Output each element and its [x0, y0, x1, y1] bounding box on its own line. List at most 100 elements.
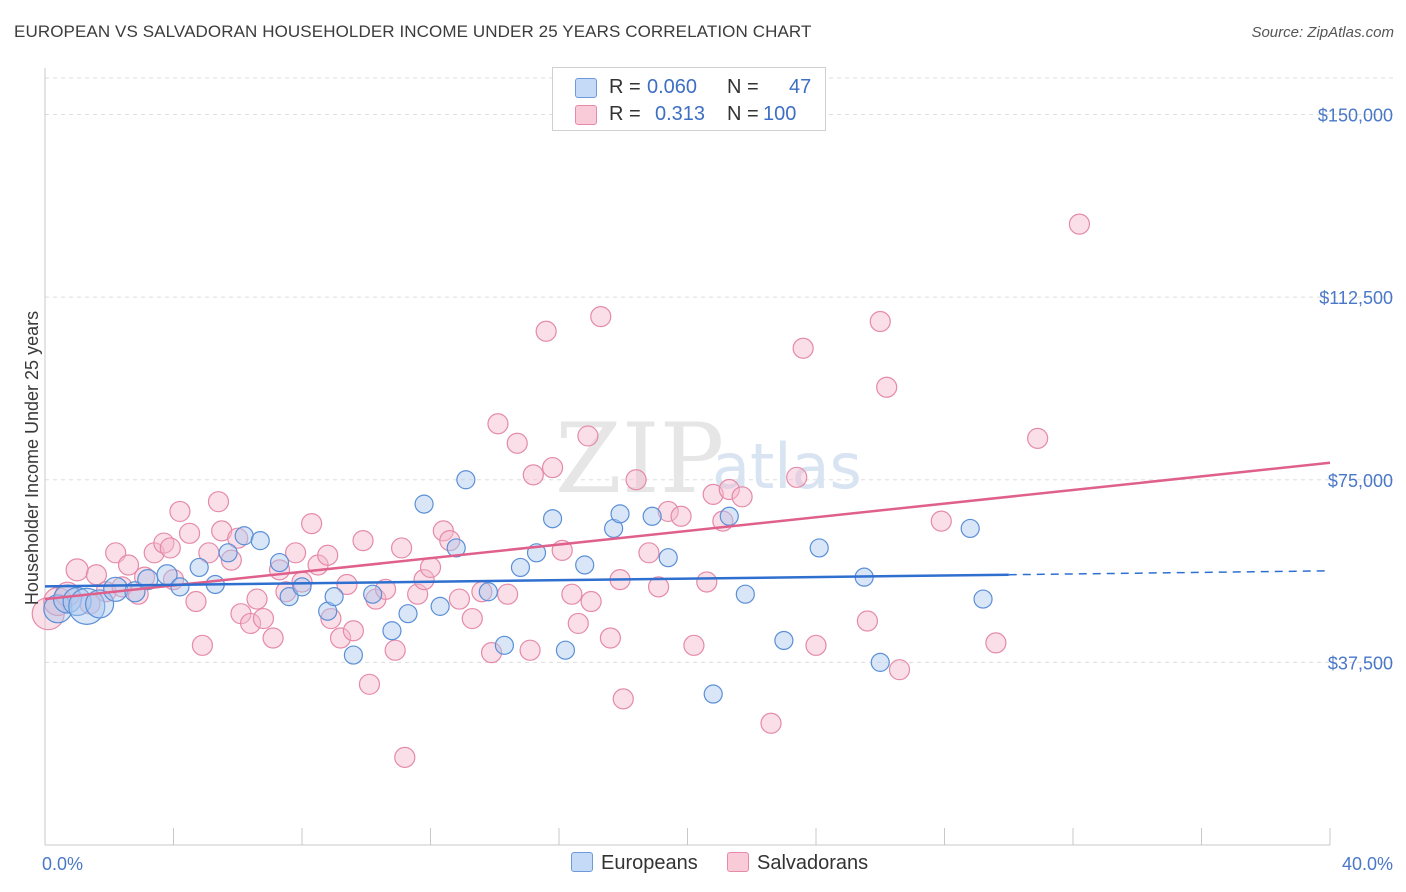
salvadoran-point: [760, 712, 782, 734]
salvadoran-point: [358, 673, 381, 695]
salvadoran-point: [541, 456, 564, 479]
chart-title: EUROPEAN VS SALVADORAN HOUSEHOLDER INCOM…: [14, 22, 812, 41]
x-tick-label: 0.0%: [42, 854, 83, 874]
european-point: [703, 684, 723, 704]
salvadoran-point: [519, 639, 541, 661]
watermark-atlas: atlas: [712, 430, 862, 503]
salvadoran-point: [683, 634, 705, 656]
salvadoran-point: [567, 612, 589, 635]
european-point: [103, 576, 129, 602]
salvadoran-point: [207, 491, 230, 513]
y-tick-label: $37,500: [1328, 653, 1393, 673]
salvadoran-point: [105, 542, 127, 564]
salvadoran-point: [480, 642, 503, 664]
legend-r-value: 0.313: [655, 103, 706, 125]
european-point: [510, 557, 531, 578]
salvadoran-point: [577, 425, 599, 447]
salvadoran-point: [985, 632, 1007, 654]
europeans-points: [43, 470, 993, 704]
salvadoran-point: [390, 537, 413, 559]
european-point: [494, 635, 514, 655]
european-point: [382, 621, 402, 641]
europeans-trend-line: [44, 573, 1009, 588]
legend-n-value: 100: [763, 103, 797, 125]
european-point: [234, 526, 254, 546]
salvadorans-points: [31, 213, 1091, 768]
stats-legend: R = 0.060 N = 47 R = 0.313 N = 100: [552, 67, 826, 131]
salvadoran-point: [718, 478, 740, 501]
salvadorans-trend-line: [44, 461, 1331, 601]
european-point: [279, 587, 299, 607]
salvadoran-point: [561, 583, 583, 605]
watermark: ZIP atlas: [555, 403, 862, 515]
bottom-legend-salvadorans: Salvadorans: [727, 852, 868, 875]
european-point: [610, 504, 630, 524]
salvadoran-point: [439, 530, 461, 552]
european-point: [170, 577, 190, 597]
legend-r-label: R =: [609, 103, 641, 125]
salvadoran-point: [670, 505, 692, 527]
salvadoran-point: [384, 639, 406, 661]
european-point: [960, 518, 980, 539]
european-point: [324, 587, 344, 607]
salvadoran-point: [185, 590, 207, 613]
european-point: [735, 584, 755, 604]
european-point: [292, 577, 312, 597]
european-point: [414, 494, 434, 514]
salvadoran-point: [301, 512, 323, 535]
salvadoran-point: [461, 607, 483, 630]
salvadoran-point: [352, 530, 374, 552]
europeans-label: Europeans: [601, 852, 698, 874]
legend-r-label: R =: [609, 76, 641, 98]
salvadoran-point: [419, 556, 442, 579]
salvadoran-point: [612, 688, 634, 710]
legend-n-label: N =: [727, 76, 759, 98]
european-point: [218, 543, 238, 563]
salvadoran-point: [342, 620, 364, 642]
salvadoran-point: [696, 571, 718, 593]
watermark-zip: ZIP: [555, 403, 724, 515]
salvadoran-point: [246, 588, 268, 610]
axes: [44, 68, 1331, 846]
salvadoran-point: [448, 588, 471, 610]
europeans-swatch: [575, 78, 597, 98]
salvadoran-point: [930, 510, 952, 532]
salvadoran-point: [336, 573, 358, 596]
europeans-swatch: [571, 852, 593, 872]
legend-n-value: 47: [789, 76, 812, 98]
salvadoran-point: [413, 568, 435, 591]
european-point: [250, 531, 270, 551]
salvadoran-point: [487, 413, 509, 435]
salvadoran-point: [284, 542, 307, 564]
legend-r-value: 0.060: [647, 76, 698, 98]
european-point: [542, 509, 563, 529]
salvadoran-point: [329, 627, 352, 649]
european-point: [555, 640, 576, 660]
salvadoran-point: [262, 627, 284, 649]
salvadoran-point: [252, 607, 275, 630]
european-point: [446, 538, 466, 558]
salvadoran-point: [657, 500, 679, 523]
salvadoran-point: [133, 566, 156, 588]
european-point: [430, 596, 450, 616]
european-point: [774, 630, 794, 651]
grid: [45, 77, 1395, 663]
salvadoran-point: [1027, 427, 1049, 449]
y-tick-label: $150,000: [1318, 106, 1393, 126]
salvadoran-point: [317, 544, 339, 566]
salvadoran-point: [65, 558, 89, 582]
european-point: [973, 589, 993, 609]
salvadoran-point: [169, 500, 191, 523]
salvadoran-point: [731, 486, 753, 508]
european-point: [363, 584, 383, 604]
salvadoran-point: [535, 320, 557, 342]
salvadoran-point: [590, 306, 612, 328]
salvadoran-point: [159, 537, 181, 559]
salvadorans-label: Salvadorans: [757, 852, 869, 874]
europeans-trend-extension: [1008, 570, 1331, 576]
european-point: [575, 555, 595, 575]
source-label: Source: ZipAtlas.com: [1251, 24, 1394, 41]
salvadoran-point: [786, 466, 808, 488]
salvadoran-point: [1068, 213, 1091, 235]
